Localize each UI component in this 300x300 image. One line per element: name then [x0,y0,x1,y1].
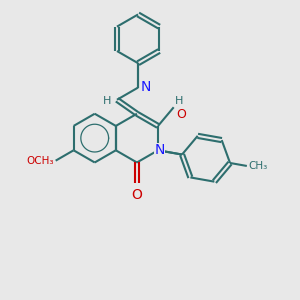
Text: CH₃: CH₃ [248,161,268,171]
Text: N: N [140,80,151,94]
Text: N: N [154,143,165,157]
Text: O: O [131,188,142,202]
Text: H: H [175,96,184,106]
Text: OCH₃: OCH₃ [27,156,54,166]
Text: H: H [103,96,112,106]
Text: O: O [176,108,186,121]
